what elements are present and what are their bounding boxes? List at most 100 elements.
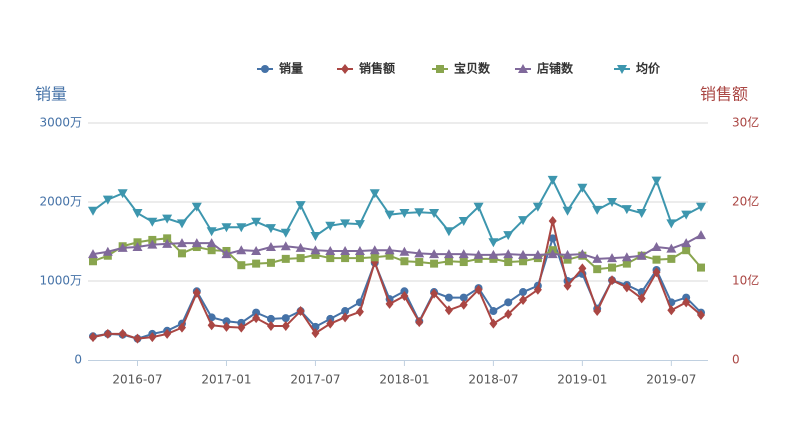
legend-marker[interactable] (341, 64, 349, 74)
marker (191, 238, 202, 248)
marker (296, 306, 305, 317)
marker (117, 242, 128, 252)
marker (504, 298, 513, 307)
marker (667, 305, 676, 316)
legend-marker[interactable] (518, 64, 528, 73)
marker (444, 293, 453, 302)
marker (176, 238, 187, 248)
marker (176, 219, 187, 229)
marker (666, 219, 677, 229)
marker (370, 253, 379, 262)
marker (280, 228, 291, 238)
marker (593, 265, 602, 274)
marker (237, 261, 246, 270)
marker (636, 250, 647, 260)
legend-marker[interactable] (436, 65, 444, 73)
y-tick-label: 2000万 (39, 195, 82, 209)
marker (443, 227, 454, 237)
marker (667, 254, 676, 263)
marker (459, 299, 468, 310)
marker (177, 249, 186, 258)
legend-label[interactable]: 店铺数 (537, 61, 574, 76)
marker (118, 328, 127, 339)
marker (430, 259, 439, 268)
marker (162, 214, 173, 224)
marker (474, 284, 483, 295)
marker (444, 257, 453, 266)
marker (682, 246, 691, 255)
marker (489, 318, 498, 329)
marker (355, 254, 364, 263)
marker (608, 263, 617, 272)
marker (399, 209, 410, 219)
marker (132, 209, 143, 219)
marker (518, 216, 529, 226)
marker (593, 306, 602, 317)
marker (384, 245, 395, 255)
marker (504, 258, 513, 267)
marker (532, 202, 543, 212)
marker (148, 332, 157, 343)
legend-label[interactable]: 销售额 (359, 61, 395, 76)
y2-tick-label: 30亿 (732, 115, 759, 130)
marker (221, 249, 232, 259)
marker (281, 314, 290, 323)
marker (237, 322, 246, 333)
marker (518, 249, 529, 259)
y-tick-label: 0 (74, 353, 82, 367)
marker (608, 275, 617, 286)
marker (354, 245, 365, 255)
marker (697, 263, 705, 272)
marker (280, 241, 291, 251)
marker (532, 249, 543, 259)
y-axis-title: 销量 (35, 85, 67, 104)
x-tick-label: 2017-07 (290, 373, 340, 387)
marker (162, 238, 173, 248)
legend-label[interactable]: 宝贝数 (454, 61, 491, 76)
marker (696, 230, 706, 240)
marker (326, 254, 335, 263)
marker (354, 220, 365, 230)
marker (236, 245, 247, 255)
marker (147, 239, 158, 249)
legend-label[interactable]: 销量 (279, 61, 303, 76)
marker (652, 255, 661, 264)
y2-axis-title: 销售额 (700, 85, 748, 104)
marker (652, 267, 661, 278)
marker (503, 231, 514, 241)
marker (681, 238, 692, 248)
series-line (92, 177, 702, 244)
marker (666, 243, 677, 253)
marker (252, 308, 261, 317)
marker (221, 223, 232, 233)
marker (547, 175, 558, 185)
marker (697, 309, 705, 320)
marker (222, 317, 231, 326)
marker (252, 313, 261, 324)
marker (429, 209, 440, 219)
legend-marker[interactable] (617, 65, 627, 74)
marker (400, 257, 409, 266)
marker (325, 245, 336, 255)
marker (548, 234, 557, 243)
legend-label[interactable]: 均价 (636, 61, 661, 76)
marker (163, 234, 172, 243)
legend-marker[interactable] (261, 65, 269, 73)
marker (102, 195, 113, 205)
marker (682, 297, 691, 308)
marker (636, 209, 647, 219)
marker (89, 332, 97, 343)
marker (191, 202, 202, 212)
marker (341, 307, 350, 316)
marker (192, 287, 201, 298)
marker (207, 246, 216, 255)
marker (266, 314, 275, 323)
marker (607, 253, 618, 263)
marker (504, 309, 513, 320)
marker (563, 280, 572, 291)
marker (592, 253, 603, 263)
marker (207, 320, 216, 331)
marker (133, 333, 142, 344)
marker (637, 293, 646, 304)
marker (295, 201, 306, 211)
